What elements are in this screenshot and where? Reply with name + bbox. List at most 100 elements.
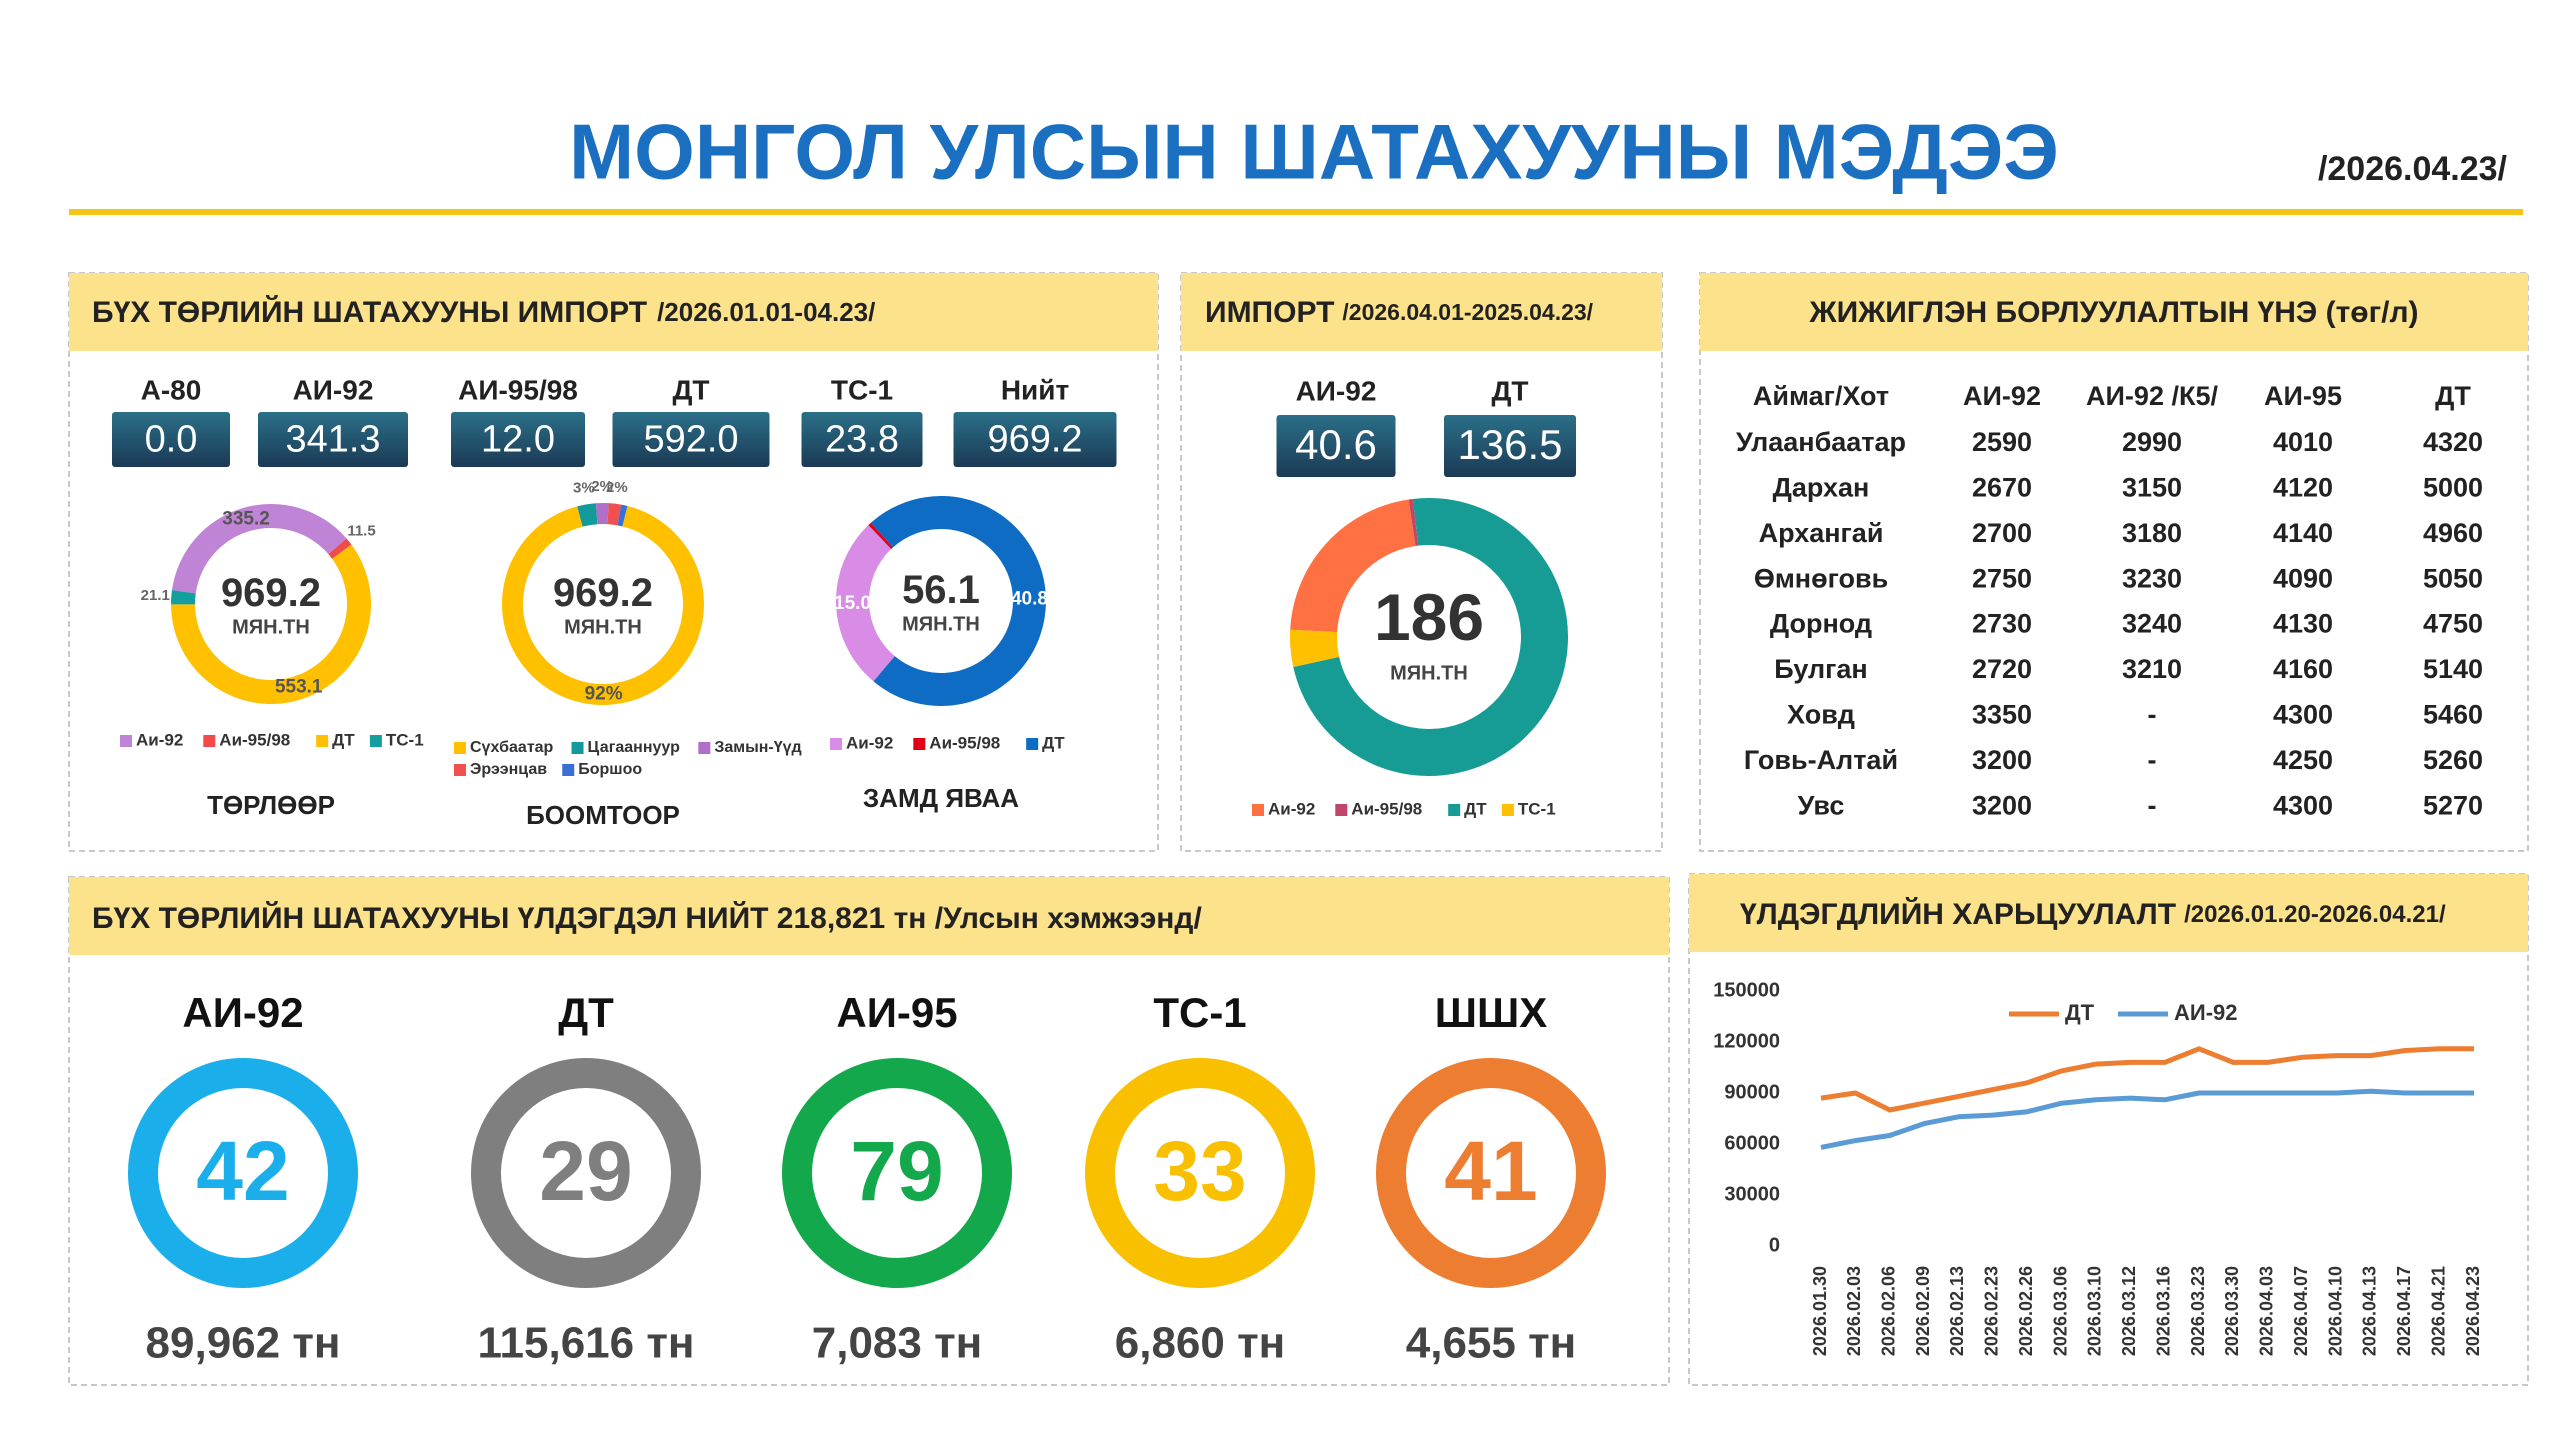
stat-value: 592.0 (643, 419, 738, 461)
table-cell: Улаанбаатар (1736, 427, 1906, 457)
table-cell: 4090 (2273, 563, 2333, 593)
legend-swatch (1448, 804, 1461, 816)
legend-label: ДТ (1464, 799, 1487, 818)
legend-swatch (369, 735, 382, 747)
table-cell: 3180 (2122, 518, 2182, 548)
stat-label: АИ-92 (293, 374, 374, 405)
legend-label: Аи-92 (136, 730, 183, 749)
donut-segment (171, 544, 371, 704)
legend-label: ДТ (332, 730, 355, 749)
legend-swatch (454, 742, 466, 754)
stock-amount: 115,616 тн (478, 1319, 695, 1368)
stock-days: 41 (1444, 1124, 1537, 1218)
panel-header (1700, 273, 2528, 351)
x-tick-label: 2026.04.17 (2394, 1266, 2414, 1356)
donut-segment (1293, 498, 1568, 776)
stat-box (451, 412, 585, 467)
table-cell: 2750 (1972, 563, 2032, 593)
x-tick-label: 2026.04.13 (2360, 1266, 2380, 1356)
stat-value: 40.6 (1295, 421, 1377, 468)
table-cell: 5140 (2423, 654, 2483, 684)
donut-segment (870, 496, 1047, 707)
table-cell: 3200 (1972, 745, 2032, 775)
y-tick-label: 30000 (1724, 1183, 1780, 1205)
stock-ring (782, 1058, 1012, 1288)
panel-title: БҮХ ТӨРЛИЙН ШАТАХУУНЫ ҮЛДЭГДЭЛ НИЙТ 218,… (92, 901, 1202, 935)
column-header: Аймаг/Хот (1753, 381, 1889, 411)
segment-label: 553.1 (275, 677, 323, 698)
legend-label: Боршоо (578, 761, 642, 778)
donut-caption: БООМТООР (526, 800, 680, 830)
table-cell: 2730 (1972, 609, 2032, 639)
fuel-name: ШШХ (1435, 989, 1547, 1036)
stat-value: 12.0 (481, 419, 555, 461)
title-rule (69, 209, 2523, 215)
donut-segment (171, 503, 347, 594)
period: /2026.04.01-2025.04.23/ (1342, 299, 1593, 325)
fuel-name: ТС-1 (1153, 989, 1246, 1036)
panel-header (69, 273, 1158, 351)
table-cell: 5000 (2423, 473, 2483, 503)
stock-amount: 7,083 тн (812, 1319, 982, 1368)
donut-total: 969.2 (553, 571, 653, 615)
donut-segment (1408, 498, 1419, 546)
table-cell: 4250 (2273, 745, 2333, 775)
legend-swatch (203, 735, 216, 747)
x-tick-label: 2026.02.26 (2016, 1266, 2036, 1356)
stat-value: 341.3 (285, 419, 380, 461)
title-text: ИМПОРТ (1205, 296, 1334, 329)
period: /2026.01.20-2026.04.21/ (2184, 901, 2446, 928)
panel-header (69, 877, 1669, 955)
panel (68, 272, 1159, 852)
table-cell: Булган (1774, 654, 1867, 684)
legend-label: Аи-95/98 (929, 733, 1000, 752)
table-cell: 2720 (1972, 654, 2032, 684)
legend-label: ТС-1 (386, 730, 424, 749)
stat-box (112, 412, 230, 467)
page-title: МОНГОЛ УЛСЫН ШАТАХУУНЫ МЭДЭЭ (569, 108, 2059, 196)
x-tick-label: 2026.04.23 (2463, 1266, 2483, 1356)
stock-amount: 6,860 тн (1115, 1319, 1285, 1368)
table-cell: 4140 (2273, 518, 2333, 548)
donut-segment (617, 504, 628, 527)
panel-title: ҮЛДЭГДЛИЙН ХАРЬЦУУЛАЛТ/2026.01.20-2026.0… (1740, 897, 2446, 931)
period: /2026.01.01-04.23/ (657, 297, 875, 327)
table-cell: 4300 (2273, 700, 2333, 730)
legend-label: АИ-92 (2174, 1000, 2238, 1025)
legend-label: Цагааннуур (588, 739, 681, 756)
legend-label: ДТ (1042, 733, 1065, 752)
stat-box (258, 412, 408, 467)
panel (1688, 873, 2529, 1386)
table-cell: - (2148, 790, 2157, 820)
x-tick-label: 2026.04.10 (2325, 1266, 2345, 1356)
donut-unit: МЯН.ТН (902, 613, 980, 635)
donut-segment (595, 503, 609, 525)
stock-ring (128, 1058, 358, 1288)
stat-label: ДТ (1491, 375, 1528, 406)
fuel-name: АИ-92 (182, 989, 303, 1036)
donut-segment (328, 538, 352, 559)
x-tick-label: 2026.03.30 (2222, 1266, 2242, 1356)
panel-title: ИМПОРТ/2026.04.01-2025.04.23/ (1205, 296, 1594, 329)
column-header: АИ-92 /К5/ (2086, 381, 2218, 411)
x-tick-label: 2026.02.23 (1982, 1266, 2002, 1356)
stock-ring (1085, 1058, 1315, 1288)
stat-box (1444, 415, 1576, 477)
legend-label: Аи-95/98 (219, 730, 290, 749)
table-cell: 2990 (2122, 427, 2182, 457)
table-cell: 2700 (1972, 518, 2032, 548)
segment-label: 2% (606, 479, 628, 496)
legend-label: Эрээнцав (470, 761, 547, 778)
table-cell: 3210 (2122, 654, 2182, 684)
stat-value: 0.0 (145, 419, 198, 461)
table-cell: 4160 (2273, 654, 2333, 684)
stock-days: 42 (196, 1124, 289, 1218)
table-cell: Увс (1798, 790, 1845, 820)
table-cell: 4300 (2273, 790, 2333, 820)
table-cell: - (2148, 745, 2157, 775)
table-cell: 5270 (2423, 790, 2483, 820)
legend-label: Аи-92 (1268, 799, 1315, 818)
x-tick-label: 2026.04.03 (2257, 1266, 2277, 1356)
